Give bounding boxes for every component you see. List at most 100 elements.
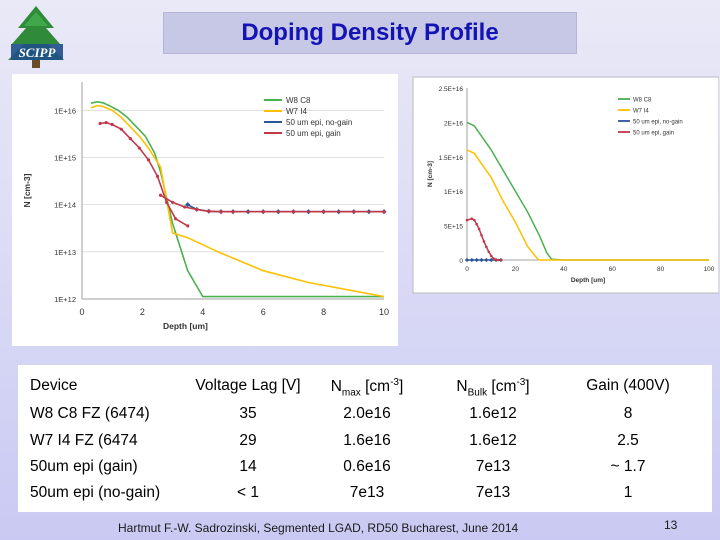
nbulk-prefix: N [456, 378, 468, 396]
x-tick-label: 20 [512, 266, 520, 273]
x-tick-label: 40 [560, 266, 568, 273]
data-point [110, 122, 114, 127]
row-nbulk: 7e13 [475, 484, 511, 501]
data-point [137, 146, 141, 150]
data-point [494, 258, 498, 262]
data-point [219, 210, 223, 214]
nmax-unit-pre: [cm [360, 378, 391, 396]
header-nmax: Nmax [cm-3] [331, 377, 404, 398]
y-tick-label: 1.5E+16 [439, 155, 464, 162]
data-point [261, 210, 265, 214]
data-point [195, 207, 199, 211]
row-device: W8 C8 FZ (6474) [30, 405, 150, 422]
nbulk-unit-post: ] [525, 378, 530, 396]
legend-label: 50 um epi, no-gain [633, 120, 683, 126]
scipp-logo: SCIPP [6, 4, 66, 74]
legend-label: W7 I4 [633, 109, 649, 115]
x-tick-label: 80 [657, 266, 665, 273]
row-device: 50um epi (no-gain) [30, 484, 161, 501]
legend-label: 50 um epi, no-gain [286, 118, 352, 127]
y-tick-label: 1E+14 [54, 201, 76, 210]
row-voltage-lag: 29 [239, 432, 257, 449]
row-nbulk: 7e13 [475, 458, 511, 475]
y-tick-label: 1E+15 [54, 153, 76, 162]
data-point [472, 218, 476, 222]
row-gain: ~ 1.7 [610, 458, 646, 475]
data-point [128, 137, 132, 141]
data-point [492, 257, 495, 260]
data-point [119, 127, 123, 131]
data-point [104, 120, 108, 125]
nbulk-sub: Bulk [467, 387, 488, 399]
log-chart: 1E+12 1E+13 1E+14 1E+15 1E+16 0 2 4 6 8 10 Depth [u… [22, 82, 389, 331]
header-gain: Gain (400V) [586, 377, 670, 394]
series-line [90, 100, 384, 298]
x-tick-label: 100 [704, 266, 715, 273]
y-tick-label: 1E+16 [54, 106, 76, 115]
tree-logo-icon: SCIPP [8, 6, 64, 68]
results-table: Device Voltage Lag [V] Nmax [cm-3] NBulk… [18, 365, 712, 512]
row-nbulk: 1.6e12 [469, 405, 517, 422]
data-point [382, 210, 386, 214]
data-point [352, 210, 356, 214]
data-point [231, 210, 235, 214]
data-point [171, 200, 175, 204]
data-point [475, 222, 478, 226]
row-nmax: 7e13 [349, 484, 385, 501]
row-voltage-lag: 35 [239, 405, 257, 422]
row-voltage-lag: 14 [239, 458, 257, 475]
row-nmax: 2.0e16 [343, 405, 391, 422]
y-axis-label: N [cm-3] [22, 173, 32, 207]
nmax-sub: max [341, 387, 361, 399]
legend-label: 50 um epi, gain [286, 129, 341, 138]
data-point [480, 233, 483, 237]
page-number: 13 [664, 518, 678, 532]
row-gain: 2.5 [617, 432, 639, 449]
series-line [90, 104, 385, 298]
data-point [158, 193, 163, 197]
row-device: W7 I4 FZ (6474 [30, 432, 138, 449]
data-point [477, 227, 481, 231]
row-nbulk: 1.6e12 [469, 432, 517, 449]
data-point [487, 250, 491, 254]
data-point [470, 217, 474, 221]
data-point [291, 210, 295, 214]
y-axis-label: N [cm-3] [427, 161, 434, 187]
y-tick-label: 5E+15 [444, 224, 463, 231]
data-point [164, 200, 169, 204]
legend-label: W7 I4 [286, 107, 307, 116]
linear-chart: 0 5E+15 1E+16 1.5E+16 2E+16 2.5E+16 0 20 40 60 80 1… [427, 86, 715, 284]
nmax-unit-post: ] [398, 378, 404, 396]
data-point [322, 210, 326, 214]
nmax-prefix: N [330, 378, 342, 396]
x-tick-label: 60 [609, 266, 617, 273]
x-tick-label: 2 [140, 307, 145, 317]
data-point [207, 209, 211, 213]
nbulk-sup: -3 [516, 377, 526, 388]
logo-text: SCIPP [19, 45, 57, 60]
row-device: 50um epi (gain) [30, 458, 138, 475]
header-voltage-lag: Voltage Lag [V] [195, 377, 301, 394]
data-point [174, 217, 178, 221]
header-device: Device [30, 377, 78, 394]
row-gain: 8 [623, 405, 633, 422]
data-point [497, 258, 500, 262]
y-tick-label: 0 [459, 258, 463, 265]
data-point [489, 254, 493, 258]
data-point [183, 205, 187, 209]
x-tick-label: 6 [261, 307, 266, 317]
x-tick-label: 10 [379, 307, 389, 317]
row-nmax: 1.6e16 [343, 432, 391, 449]
data-point [185, 202, 191, 208]
nbulk-unit-pre: [cm [487, 378, 517, 396]
y-tick-label: 2E+16 [444, 120, 463, 127]
nmax-sup: -3 [390, 377, 399, 388]
data-point [485, 245, 488, 249]
doping-charts: 1E+12 1E+13 1E+14 1E+15 1E+16 0 2 4 6 8 10 Depth [u… [12, 74, 719, 346]
y-tick-label: 1E+12 [54, 295, 76, 304]
data-point [146, 158, 151, 162]
data-point [155, 174, 160, 178]
y-tick-label: 1E+13 [54, 248, 76, 257]
data-point [98, 121, 102, 126]
linear-chart-panel [412, 76, 719, 294]
